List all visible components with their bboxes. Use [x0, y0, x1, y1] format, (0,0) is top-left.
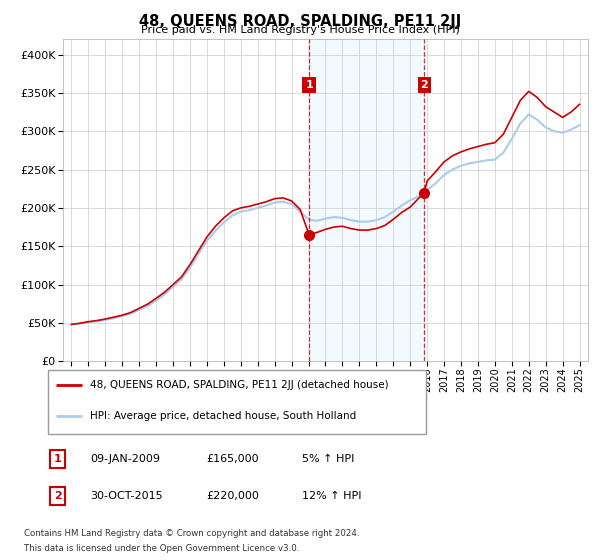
Text: 09-JAN-2009: 09-JAN-2009	[91, 454, 160, 464]
Bar	[309, 39, 424, 361]
Text: 48, QUEENS ROAD, SPALDING, PE11 2JJ (detached house): 48, QUEENS ROAD, SPALDING, PE11 2JJ (det…	[89, 380, 388, 390]
Text: 1: 1	[305, 80, 313, 90]
Text: 48, QUEENS ROAD, SPALDING, PE11 2JJ: 48, QUEENS ROAD, SPALDING, PE11 2JJ	[139, 14, 461, 29]
Text: Contains HM Land Registry data © Crown copyright and database right 2024.: Contains HM Land Registry data © Crown c…	[24, 529, 359, 538]
Text: 5% ↑ HPI: 5% ↑ HPI	[302, 454, 355, 464]
Text: 30-OCT-2015: 30-OCT-2015	[91, 491, 163, 501]
Text: This data is licensed under the Open Government Licence v3.0.: This data is licensed under the Open Gov…	[24, 544, 299, 553]
Text: £165,000: £165,000	[207, 454, 259, 464]
Text: £220,000: £220,000	[207, 491, 260, 501]
Text: HPI: Average price, detached house, South Holland: HPI: Average price, detached house, Sout…	[89, 411, 356, 421]
Text: 12% ↑ HPI: 12% ↑ HPI	[302, 491, 362, 501]
Text: Price paid vs. HM Land Registry's House Price Index (HPI): Price paid vs. HM Land Registry's House …	[140, 25, 460, 35]
Text: 2: 2	[421, 80, 428, 90]
Text: 1: 1	[53, 454, 61, 464]
Text: 2: 2	[53, 491, 61, 501]
FancyBboxPatch shape	[48, 370, 426, 434]
